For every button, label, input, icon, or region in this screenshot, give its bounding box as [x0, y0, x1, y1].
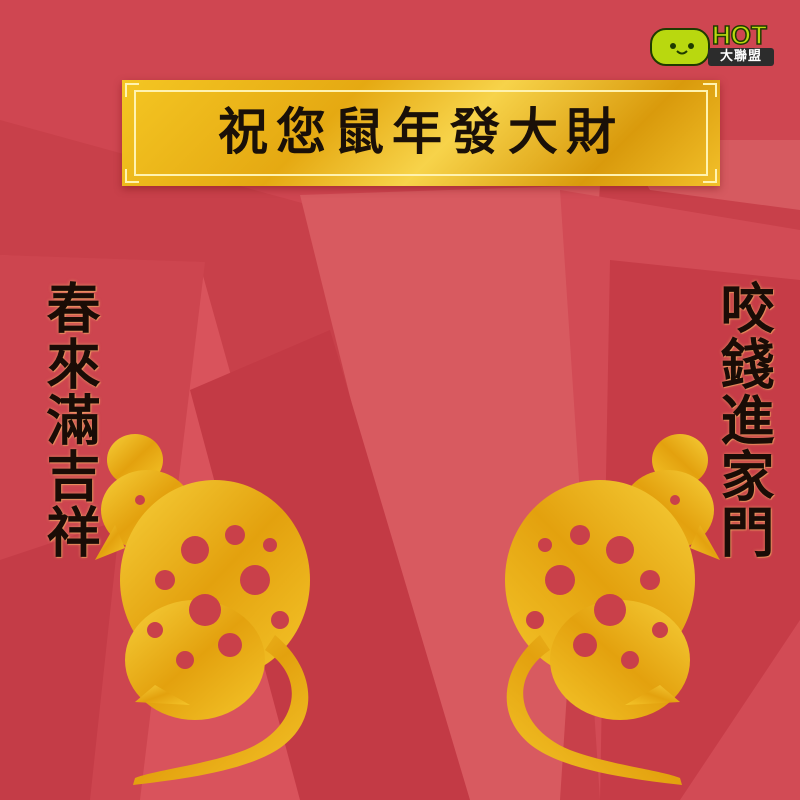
smiley-face-icon	[650, 28, 710, 66]
left-couplet: 春來滿吉祥	[37, 280, 101, 560]
right-couplet: 咬錢進家門	[711, 280, 775, 560]
banner-corner-ornament	[125, 83, 139, 97]
hot-logo: HOT 大聯盟	[648, 19, 778, 70]
logo-wordmark: HOT	[711, 19, 767, 51]
logo-subtitle: 大聯盟	[708, 48, 774, 66]
banner-corner-ornament	[703, 83, 717, 97]
rat-papercut-right	[505, 434, 720, 785]
banner-frame	[134, 90, 708, 176]
banner-title: 祝您鼠年發大財	[218, 102, 624, 161]
rat-papercut-left	[95, 434, 310, 785]
banner-corner-ornament	[703, 169, 717, 183]
banner-corner-ornament	[125, 169, 139, 183]
title-banner: 祝您鼠年發大財	[122, 80, 720, 186]
